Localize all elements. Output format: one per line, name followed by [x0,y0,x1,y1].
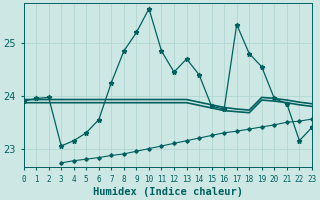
X-axis label: Humidex (Indice chaleur): Humidex (Indice chaleur) [93,186,243,197]
